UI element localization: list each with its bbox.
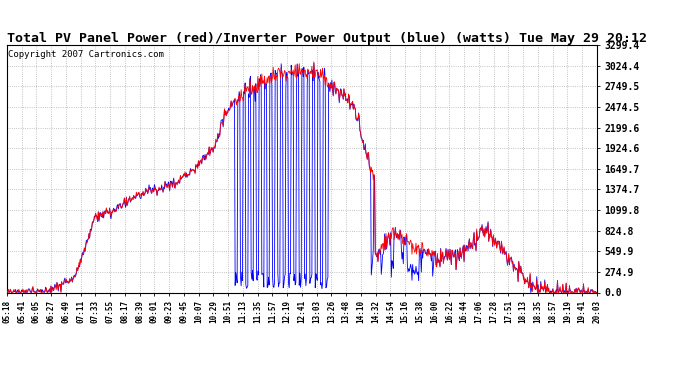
Text: Total PV Panel Power (red)/Inverter Power Output (blue) (watts) Tue May 29 20:12: Total PV Panel Power (red)/Inverter Powe…	[7, 32, 647, 45]
Text: Copyright 2007 Cartronics.com: Copyright 2007 Cartronics.com	[8, 50, 164, 59]
